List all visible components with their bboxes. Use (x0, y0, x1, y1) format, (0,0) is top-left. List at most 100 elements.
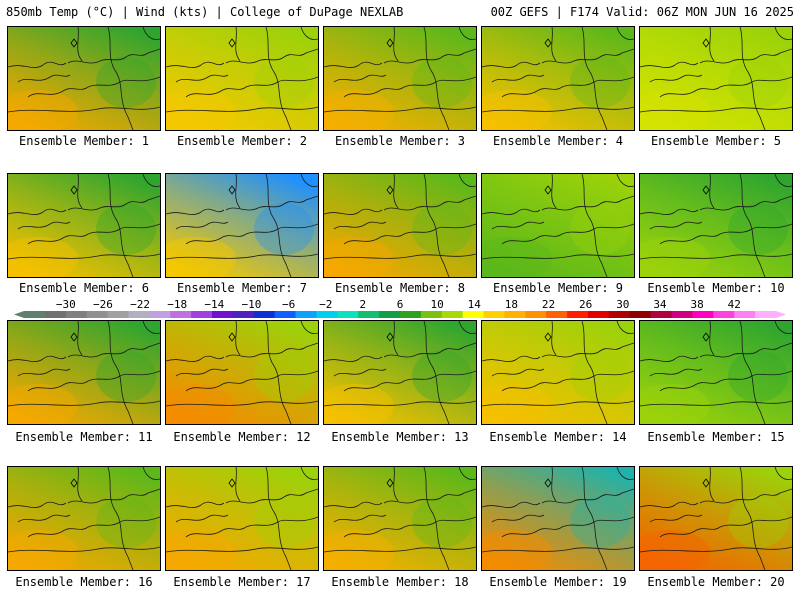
map-boundary-line (142, 27, 160, 40)
colorbar-swatch (191, 311, 213, 318)
temperature-shading-blob (324, 237, 394, 277)
colorbar-swatch (588, 311, 610, 318)
map-boundary-line (185, 86, 247, 98)
temperature-shading-blob (254, 203, 314, 255)
map-boundary-line (441, 48, 476, 58)
map-boundary-line (491, 221, 545, 230)
colorbar-tick-label: 2 (360, 298, 367, 311)
map-boundary-line (441, 195, 476, 205)
map-boundary-line (343, 233, 405, 245)
map-boundary-line (441, 342, 476, 352)
temperature-field-map (640, 321, 792, 424)
map-boundary-line (166, 253, 318, 260)
temperature-shading (482, 321, 634, 424)
ensemble-map-panel (481, 466, 635, 571)
map-boundary-line (541, 496, 601, 504)
colorbar-tick-label: −10 (242, 298, 262, 311)
map-boundary-line (739, 467, 766, 570)
station-marker-icon (544, 38, 552, 48)
colorbar-tick-label: 14 (468, 298, 482, 311)
map-boundary-line (27, 233, 89, 245)
map-boundary-line (166, 355, 225, 362)
ensemble-member-label: Ensemble Member: 10 (647, 281, 785, 295)
ensemble-map-panel (165, 466, 319, 571)
map-boundary-line (225, 350, 285, 358)
map-boundary-line (482, 61, 541, 68)
colorbar-tick-label: −26 (93, 298, 113, 311)
map-boundary-line (235, 467, 241, 502)
map-boundary-line (125, 342, 160, 352)
map-boundary-line (640, 106, 792, 113)
map-boundary-line (324, 400, 476, 407)
map-boundary-line (225, 496, 285, 504)
temperature-shading (8, 467, 160, 570)
map-boundary-line (166, 61, 225, 68)
temperature-field-map (324, 174, 476, 277)
ensemble-map-panel (323, 466, 477, 571)
station-marker-icon (228, 38, 236, 48)
colorbar-tick-label: −6 (282, 298, 295, 311)
temperature-shading-blob (324, 90, 394, 130)
ensemble-member-label: Ensemble Member: 11 (15, 430, 153, 444)
map-boundary-line (300, 27, 318, 40)
colorbar-tick-label: 38 (690, 298, 703, 311)
map-boundary-line (333, 74, 387, 83)
colorbar-swatch (483, 311, 505, 318)
ensemble-member-label: Ensemble Member: 8 (334, 281, 466, 295)
map-boundary-line (8, 501, 67, 508)
ensemble-map-panel (639, 173, 793, 278)
temperature-shading-blob (166, 237, 236, 277)
map-boundary-line (659, 380, 721, 392)
map-boundary-line (67, 350, 127, 358)
map-boundary-line (423, 27, 450, 130)
map-boundary-line (383, 56, 443, 64)
temperature-field-map (482, 321, 634, 424)
temperature-shading (482, 174, 634, 277)
map-boundary-line (551, 27, 557, 62)
ensemble-member-label: Ensemble Member: 3 (334, 134, 466, 148)
map-boundary-line (166, 501, 225, 508)
temperature-shading (8, 174, 160, 277)
temperature-shading (324, 27, 476, 130)
ensemble-member-label: Ensemble Member: 14 (489, 430, 627, 444)
map-boundary-line (185, 526, 247, 538)
map-boundary-line (501, 86, 563, 98)
temperature-shading-blob (482, 384, 552, 424)
station-marker-icon (544, 478, 552, 488)
map-boundary-line (185, 233, 247, 245)
station-marker-icon (228, 332, 236, 342)
map-boundary-line (324, 501, 383, 508)
map-boundary-line (551, 174, 557, 209)
ensemble-member-label: Ensemble Member: 18 (331, 575, 469, 589)
map-boundary-line (541, 203, 601, 211)
map-boundary-line (393, 27, 399, 62)
map-boundary-line (225, 203, 285, 211)
map-boundary-line (458, 467, 476, 480)
map-boundary-line (27, 526, 89, 538)
map-boundary-line (77, 174, 83, 209)
ensemble-member-label: Ensemble Member: 9 (492, 281, 624, 295)
colorbar-tick-label: −14 (204, 298, 224, 311)
colorbar-swatch (128, 311, 150, 318)
colorbar-tick-label: 22 (542, 298, 555, 311)
colorbar-swatch (734, 311, 756, 318)
colorbar-swatch (107, 311, 129, 318)
colorbar-swatch (212, 311, 234, 318)
map-boundary-line (383, 496, 443, 504)
map-boundary-line (8, 208, 67, 215)
map-boundary-line (343, 526, 405, 538)
map-boundary-line (709, 467, 715, 502)
map-boundary-line (757, 488, 792, 498)
map-boundary-line (423, 467, 450, 570)
map-boundary-line (333, 514, 387, 523)
map-boundary-line (166, 546, 318, 553)
colorbar-swatch (358, 311, 380, 318)
colorbar-swatch (274, 311, 297, 318)
temperature-shading-blob (412, 56, 472, 108)
temperature-shading (324, 174, 476, 277)
temperature-shading-blob (640, 384, 710, 424)
map-boundary-line (107, 467, 134, 570)
temperature-shading-blob (640, 237, 710, 277)
temperature-shading-blob (8, 237, 78, 277)
temperature-shading-blob (8, 530, 78, 570)
